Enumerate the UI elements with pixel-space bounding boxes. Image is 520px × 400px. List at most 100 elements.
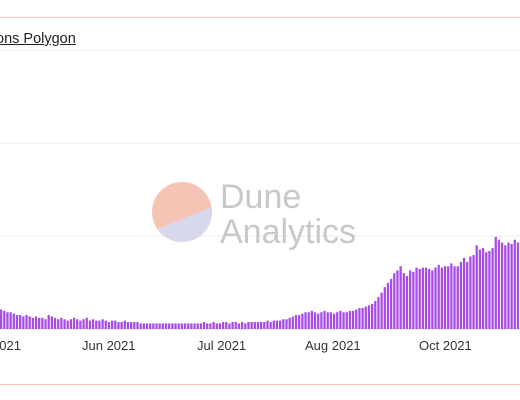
bar[interactable] [323,310,326,330]
bar[interactable] [164,323,168,329]
bar[interactable] [212,322,215,329]
bar[interactable] [231,322,234,329]
bar[interactable] [263,322,266,329]
bar[interactable] [396,270,399,329]
bar[interactable] [370,303,374,329]
bar[interactable] [405,275,409,329]
bar[interactable] [174,323,177,329]
bar[interactable] [304,312,307,329]
bar[interactable] [377,296,380,330]
bar[interactable] [98,320,101,329]
bar[interactable] [260,322,263,329]
bar[interactable] [317,313,320,329]
bar[interactable] [383,287,386,329]
bar[interactable] [104,320,107,329]
bar[interactable] [15,315,19,329]
bar[interactable] [326,312,329,329]
bar[interactable] [266,320,269,329]
bar[interactable] [91,319,95,330]
bar[interactable] [76,319,79,330]
bar[interactable] [38,317,41,329]
bar[interactable] [25,315,28,329]
bar[interactable] [209,323,212,329]
bar[interactable] [139,323,142,329]
bar[interactable] [190,323,193,329]
bar[interactable] [3,310,6,330]
bar[interactable] [424,267,428,329]
bar[interactable] [12,313,15,329]
bar[interactable] [130,322,133,329]
bar[interactable] [107,322,111,329]
bar[interactable] [459,262,463,329]
bar[interactable] [202,322,206,329]
bar[interactable] [0,309,3,329]
bar[interactable] [374,301,377,329]
bar[interactable] [199,323,203,329]
bar[interactable] [456,266,459,329]
bar[interactable] [402,273,405,329]
bar[interactable] [307,312,310,329]
bar[interactable] [513,239,516,329]
bar[interactable] [348,310,352,330]
bar[interactable] [500,242,504,329]
bar[interactable] [221,322,225,329]
bar[interactable] [494,236,497,329]
bar[interactable] [145,323,149,329]
bar[interactable] [171,323,174,329]
bar[interactable] [114,320,117,329]
bar[interactable] [69,319,73,330]
bar[interactable] [41,317,44,329]
bar[interactable] [180,323,183,329]
bar[interactable] [294,315,298,329]
bar[interactable] [72,317,76,329]
bar[interactable] [279,320,282,329]
bar[interactable] [364,306,367,329]
bar[interactable] [367,305,371,329]
chart-title[interactable]: ons Polygon [0,31,76,47]
bar[interactable] [462,257,466,329]
bar[interactable] [450,263,453,329]
bar[interactable] [79,320,82,329]
bar[interactable] [19,315,22,329]
bar[interactable] [187,323,190,329]
bar[interactable] [358,308,361,329]
bar[interactable] [183,323,187,329]
bar[interactable] [507,242,510,329]
bar[interactable] [272,320,275,329]
bar[interactable] [285,319,288,330]
bar[interactable] [491,248,494,329]
bar[interactable] [282,319,285,330]
bar[interactable] [440,267,443,329]
bar[interactable] [390,278,393,329]
bar[interactable] [256,322,260,329]
bar[interactable] [510,243,513,329]
bar[interactable] [218,323,222,329]
bar[interactable] [82,319,85,330]
bar[interactable] [117,322,120,329]
bar[interactable] [136,322,139,329]
bar[interactable] [57,319,60,330]
bar[interactable] [123,320,126,329]
bar[interactable] [53,317,57,329]
bar[interactable] [516,242,520,329]
bar[interactable] [275,320,279,329]
bar[interactable] [434,267,437,329]
bar[interactable] [237,323,241,329]
bar[interactable] [168,323,171,329]
bar[interactable] [291,316,294,329]
bar[interactable] [196,323,199,329]
bar[interactable] [428,269,431,329]
bar[interactable] [380,292,383,329]
bar[interactable] [88,320,92,329]
bar[interactable] [288,317,291,329]
bar[interactable] [95,320,98,329]
bar[interactable] [437,264,440,329]
bar[interactable] [329,312,333,329]
bar[interactable] [244,323,247,329]
bar[interactable] [298,315,301,329]
bar[interactable] [415,267,418,329]
bar[interactable] [447,266,450,329]
bar[interactable] [472,255,475,329]
bar[interactable] [301,313,304,329]
bar[interactable] [152,323,155,329]
